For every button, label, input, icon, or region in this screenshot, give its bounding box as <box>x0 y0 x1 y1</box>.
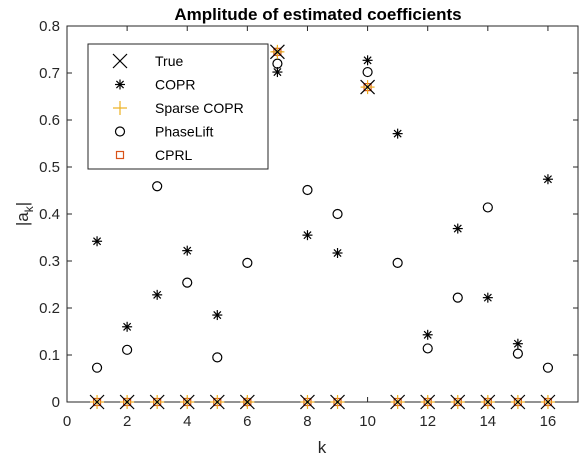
phaselift-point <box>542 362 554 373</box>
true-point <box>390 394 406 410</box>
true-point <box>450 394 466 410</box>
true-point <box>149 394 165 410</box>
x-tick-label: 6 <box>243 413 251 430</box>
x-tick-label: 12 <box>419 413 436 430</box>
copr-point <box>422 329 433 340</box>
copr-point <box>482 292 493 303</box>
true-point <box>300 394 315 410</box>
true-point <box>179 394 195 410</box>
phaselift-point <box>182 277 193 288</box>
true-point <box>540 394 556 410</box>
y-tick-label: 0.7 <box>39 65 60 82</box>
y-axis-label-end: | <box>13 202 32 206</box>
phaselift-point <box>152 181 163 192</box>
legend-marker-copr <box>115 79 125 90</box>
copr-point <box>392 128 403 139</box>
legend-label-copr: COPR <box>155 77 195 93</box>
true-point <box>480 394 496 410</box>
copr-point <box>452 223 463 234</box>
phaselift-point <box>91 362 103 373</box>
x-tick-label: 16 <box>540 413 557 430</box>
copr-point <box>182 245 193 256</box>
true-point <box>239 394 255 410</box>
x-tick-label: 8 <box>303 413 311 430</box>
phaselift-point <box>422 343 433 354</box>
y-tick-label: 0.5 <box>39 159 60 176</box>
legend-box <box>87 43 269 170</box>
copr-point <box>302 230 313 241</box>
x-tick-label: 4 <box>183 413 191 430</box>
copr-point <box>542 174 553 185</box>
legend-marker-phaselift <box>114 126 126 137</box>
x-tick-label: 10 <box>359 413 376 430</box>
copr-point <box>362 55 373 66</box>
copr-point <box>332 248 343 259</box>
true-point <box>209 394 225 410</box>
phaselift-point <box>452 292 463 303</box>
true-point <box>269 44 285 60</box>
phaselift-point <box>242 257 253 268</box>
legend-marker-cprl <box>115 150 125 160</box>
copr-point <box>212 310 223 321</box>
x-tick-label: 0 <box>63 413 71 430</box>
y-tick-label: 0.2 <box>39 300 60 317</box>
phaselift-point <box>512 348 523 359</box>
true-point <box>360 79 376 95</box>
x-tick-label: 14 <box>479 413 496 430</box>
y-tick-label: 0.8 <box>39 18 60 35</box>
legend-marker-true <box>112 53 128 69</box>
legend-label-phaselift: PhaseLift <box>155 124 213 140</box>
chart-title: Amplitude of estimated coefficients <box>174 5 461 24</box>
y-tick-label: 0.1 <box>39 347 60 364</box>
y-tick-label: 0.6 <box>39 112 60 129</box>
phaselift-point <box>392 257 403 268</box>
axis-ticks: 0 2 4 6 8 10 12 14 16 0 0.1 0.2 0.3 0.4 0.5 0.6 0.7 0.8 <box>39 18 578 430</box>
true-point <box>89 394 105 410</box>
true-point <box>420 394 436 410</box>
y-axis-label-subscript: k <box>22 205 36 212</box>
phaselift-point <box>302 184 313 196</box>
phaselift-point <box>332 208 343 220</box>
legend-label-cprl: CPRL <box>155 147 193 163</box>
x-tick-label: 2 <box>123 413 131 430</box>
svg-text:|ak|: |ak| <box>13 202 36 226</box>
true-point <box>330 394 345 410</box>
y-axis-label: |ak| <box>13 202 36 226</box>
y-axis-label-main: |a <box>13 212 32 226</box>
data-marks <box>89 44 556 410</box>
y-tick-label: 0 <box>52 394 60 411</box>
true-point <box>510 394 526 410</box>
phaselift-point <box>272 58 283 69</box>
phaselift-point <box>212 352 223 363</box>
copr-point <box>272 67 283 78</box>
copr-point <box>92 236 103 247</box>
y-tick-label: 0.3 <box>39 253 60 270</box>
legend: True COPR Sparse COPR PhaseLift CPRL <box>87 43 269 170</box>
legend-marker-sparse-copr <box>113 101 127 115</box>
phaselift-point <box>362 66 373 78</box>
x-axis-label: k <box>318 438 327 457</box>
legend-label-true: True <box>155 53 183 69</box>
true-point <box>119 394 135 410</box>
copr-point <box>122 321 133 332</box>
y-tick-label: 0.4 <box>39 206 60 223</box>
phaselift-point <box>122 344 133 355</box>
copr-point <box>512 338 523 349</box>
copr-point <box>152 289 163 300</box>
phaselift-point <box>482 202 493 213</box>
legend-label-sparse-copr: Sparse COPR <box>155 100 244 116</box>
